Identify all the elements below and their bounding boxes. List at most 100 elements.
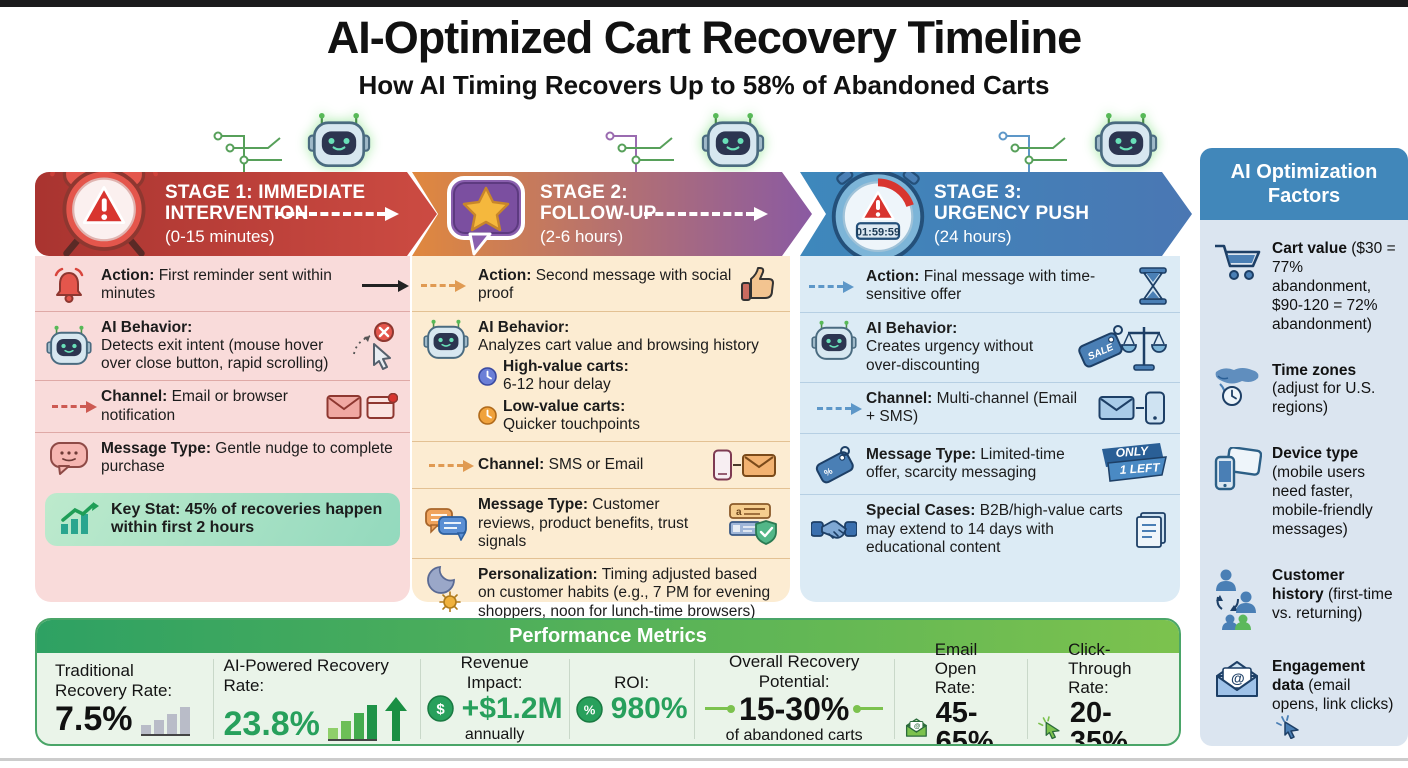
performance-metrics-panel: Performance Metrics Traditional Recovery… [35,618,1181,746]
stage1-key-stat-text: Key Stat: 45% of recoveries happen withi… [111,500,383,537]
globe-clock-icon [1210,362,1264,419]
only-1-left-badge: ONLY 1 LEFT [1102,443,1167,483]
metric-sub: of abandoned carts [725,726,863,744]
metric-value: 45-65% [935,697,994,746]
sidebar-item-device-type: Device type (mobile users need faster, m… [1210,445,1398,540]
dashed-arrow-icon [802,280,854,293]
documents-icon [1136,511,1166,548]
svg-text:%: % [583,702,595,717]
metric-label: Overall Recovery Potential: [728,652,860,691]
stage1-key-stat: Key Stat: 45% of recoveries happen withi… [45,492,400,547]
stage2-channel-text: Channel: SMS or Email [478,456,644,474]
robot-icon [422,319,470,361]
stage2-personalization-row: Personalization: Timing adjusted based o… [412,559,790,628]
metric-label: Traditional Recovery Rate: [55,661,173,700]
stage2-ai-behavior-text: AI Behavior: Analyzes cart value and bro… [478,319,778,435]
stage3-header: 01:59:59 STAGE 3: URGENCY PUSH (24 hours… [800,172,1192,256]
stage3-ai-behavior-row: AI Behavior: Creates urgency without ove… [800,313,1180,383]
metric-sub: annually [464,725,525,743]
sidebar-item-text: Customer history (first-time vs. returni… [1272,566,1393,622]
reviews-trust-icons: a [729,502,777,545]
stage1-ai-behavior-row: AI Behavior: Detects exit intent (mouse … [35,312,410,382]
sidebar-item-text: Cart value ($30 = 77% abandonment, $90-1… [1272,240,1396,333]
handshake-icon [810,514,858,546]
metric-click-through-rate: Click-Through Rate: 20-35% [1028,640,1171,744]
stage2-action-text: Action: Second message with social proof [478,267,732,303]
browser-notification-icon [366,392,398,419]
stage2-channel-row: Channel: SMS or Email [412,442,790,490]
stage3-action-text: Action: Final message with time-sensitiv… [866,267,1096,303]
metric-roi: ROI: % 980% [570,658,695,739]
robot-icon [45,325,93,367]
metric-label: ROI: [614,672,650,692]
stage1-header: STAGE 1: IMMEDIATE INTERVENTION (0-15 mi… [35,172,437,256]
bottom-border-strip [0,758,1408,761]
stage1-action-text: Action: First reminder sent within minut… [101,267,332,303]
dashed-arrow-icon [414,279,466,292]
low-value-carts-bullet: Low-value carts: Quicker touchpoints [478,398,778,435]
metric-revenue-impact: Revenue Impact: $ +$1.2M annually [421,653,570,743]
metric-label: AI-Powered Recovery Rate: [223,656,389,695]
high-value-carts-bullet: High-value carts: 6-12 hour delay [478,358,778,395]
metric-label: Email Open Rate: [934,639,978,698]
stage2-personalization-text: Personalization: Timing adjusted based o… [478,566,771,620]
svg-text:1 LEFT: 1 LEFT [1119,461,1162,478]
svg-text:ONLY: ONLY [1115,444,1149,460]
ai-optimization-factors-panel: AI Optimization Factors Cart value ($30 … [1200,148,1408,746]
svg-text:@: @ [1231,670,1245,686]
sidebar-item-text: Time zones (adjust for U.S. regions) [1272,361,1376,417]
devices-icon [1210,445,1264,540]
circuit-trace-1 [213,131,282,172]
stage3-special-cases-text: Special Cases: B2B/high-value carts may … [866,502,1123,556]
metric-email-open-rate: Email Open Rate: @ 45-65% [895,640,1029,744]
email-phone-icon [1098,391,1165,425]
stage1-message-type-text: Message Type: Gentle nudge to complete p… [101,439,393,476]
stage1-action-row: Action: First reminder sent within minut… [35,260,410,312]
sidebar-item-text: Device type (mobile users need faster, m… [1272,445,1373,538]
stage3-action-row: Action: Final message with time-sensitiv… [800,260,1180,313]
metric-value: 20-35% [1069,697,1128,746]
click-cursor-icon [1038,716,1060,740]
alarm-clock-icon [49,150,159,260]
star-bubble-icon [444,174,530,260]
growth-chart-icon [57,502,101,536]
svg-text:$: $ [436,701,445,718]
metrics-title: Performance Metrics [37,620,1179,653]
stage3-channel-text: Channel: Multi-channel (Email + SMS) [866,389,1078,426]
stage3-message-type-row: % Message Type: Limited-time offer, scar… [800,434,1180,496]
sale-tag-scales-icon: SALE [1078,325,1167,372]
svg-text:a: a [736,507,742,518]
decor-line [853,704,884,713]
metric-ai-recovery: AI-Powered Recovery Rate: 23.8% [214,656,421,743]
gray-bar-chart-icon [140,706,190,736]
clock-icon [478,406,497,426]
metric-value: 23.8% [223,704,320,743]
stage2-flow-arrow-icon [644,212,754,216]
stage3-message-type-text: Message Type: Limited-time offer, scarci… [866,446,1065,482]
stage2-title: STAGE 2: FOLLOW-UP [540,182,657,225]
bell-icon [45,267,93,304]
stage3-ai-behavior-text: AI Behavior: Creates urgency without ove… [866,320,1034,374]
metric-label: Revenue Impact: [460,653,529,692]
stage3-title: STAGE 3: URGENCY PUSH [934,182,1090,225]
stage2-ai-behavior-row: AI Behavior: Analyzes cart value and bro… [412,312,790,443]
metric-overall-recovery: Overall Recovery Potential: 15-30% of ab… [695,652,895,744]
dashed-arrow-icon [810,402,862,415]
chat-bubbles-icon [422,507,470,541]
stage2-action-row: Action: Second message with social proof [412,260,790,312]
stage1-channel-row: Channel: Email or browser notification [35,381,410,433]
dashed-arrow-icon [422,459,474,472]
stopwatch-icon: 01:59:59 [826,154,930,266]
thumbs-up-icon [741,267,774,302]
svg-text:@: @ [914,723,920,730]
robot-icon [1093,112,1159,170]
metric-value: 15-30% [739,690,850,727]
stage2-header: STAGE 2: FOLLOW-UP (2-6 hours) [412,172,812,256]
stage1-timeframe: (0-15 minutes) [165,226,275,246]
robot-icon [810,320,858,362]
moon-sun-icon [422,566,470,613]
stage1-flow-arrow-icon [275,212,385,216]
stage3-channel-row: Channel: Multi-channel (Email + SMS) [800,383,1180,435]
svg-text:%: % [822,466,834,479]
stage2-message-type-row: Message Type: Customer reviews, product … [412,489,790,560]
